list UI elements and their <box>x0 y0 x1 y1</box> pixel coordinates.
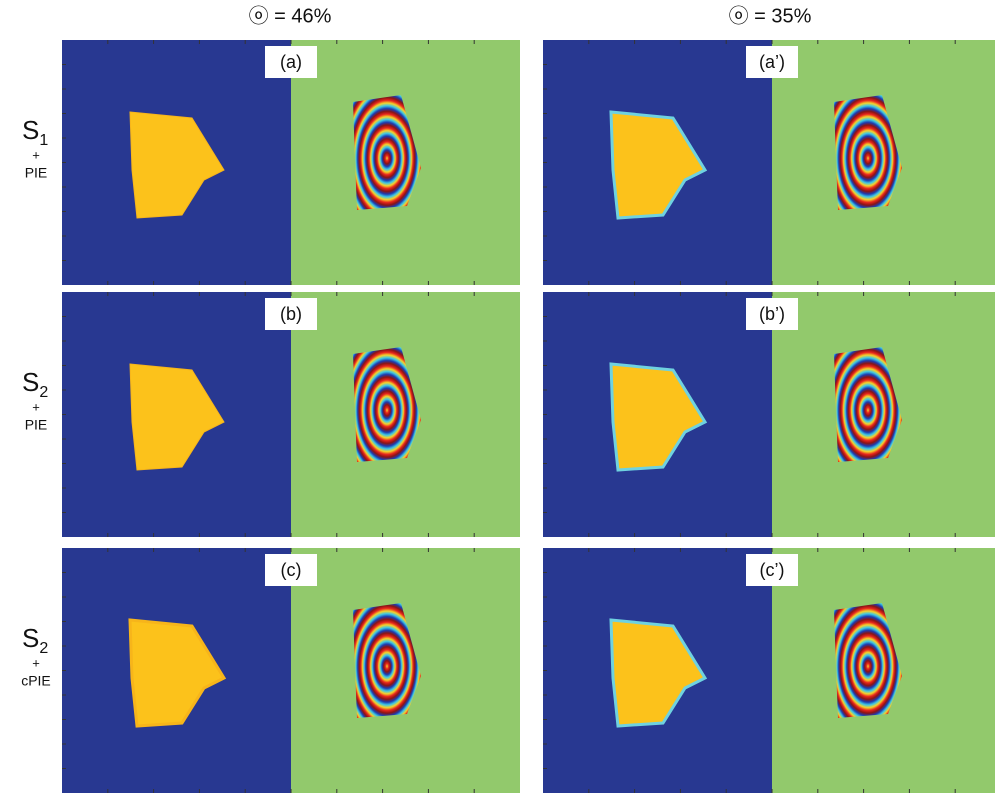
panels: S1+PIE(a)(a’)S2+PIE(b)(b’)S2+cPIE(c)(c’) <box>21 40 995 793</box>
row-label: S1 <box>22 115 48 149</box>
panel-label: (a) <box>280 52 302 72</box>
column-header: ⓞ = 35% <box>729 4 812 27</box>
row-label: S2 <box>22 623 48 657</box>
row-plus: + <box>32 655 40 670</box>
row-symbol: S <box>22 623 39 653</box>
row-method: cPIE <box>21 673 51 689</box>
row-plus: + <box>32 399 40 414</box>
row-symbol: S <box>22 115 39 145</box>
row-method: PIE <box>25 165 48 181</box>
panel-label: (b’) <box>759 304 785 324</box>
row-subscript: 2 <box>39 384 48 401</box>
figure: ⓞ = 46% ⓞ = 35% S1+PIE(a)(a’)S2+PIE(b)(b… <box>0 0 995 793</box>
row-subscript: 2 <box>39 640 48 657</box>
row-symbol: S <box>22 367 39 397</box>
panel-label: (b) <box>280 304 302 324</box>
page: ⓞ = 46% ⓞ = 35% S1+PIE(a)(a’)S2+PIE(b)(b… <box>0 0 995 793</box>
panel-label: (c’) <box>760 560 785 580</box>
row-plus: + <box>32 147 40 162</box>
row-subscript: 1 <box>39 132 48 149</box>
row-label: S2 <box>22 367 48 401</box>
panel-label: (a’) <box>759 52 785 72</box>
panel-label: (c) <box>281 560 302 580</box>
row-method: PIE <box>25 417 48 433</box>
column-header: ⓞ = 46% <box>249 4 332 27</box>
